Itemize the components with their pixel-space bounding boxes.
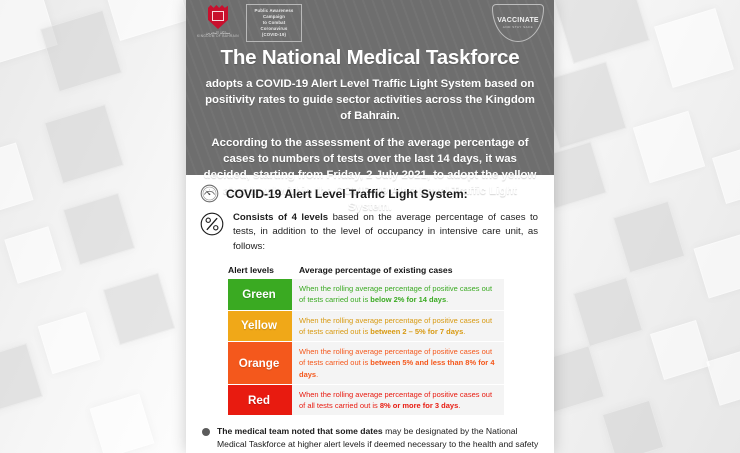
alert-level-description-orange: When the rolling average percentage of p… bbox=[290, 342, 504, 384]
bg-square bbox=[102, 272, 176, 346]
desc-before: When the rolling average percentage of p… bbox=[299, 315, 493, 336]
vaccinate-badge: VACCINATE AND STAY SAFE bbox=[492, 4, 544, 42]
poster-card: مملكة البحرين KINGDOM OF BAHRAIN Public … bbox=[186, 0, 554, 453]
campaign-line-3: to Combat bbox=[262, 19, 286, 25]
bg-square bbox=[550, 0, 650, 64]
vaccinate-subtitle: AND STAY SAFE bbox=[502, 25, 534, 29]
alert-level-badge-red: Red bbox=[228, 384, 290, 416]
alert-level-description-yellow: When the rolling average percentage of p… bbox=[290, 310, 504, 342]
intro-text: Consists of 4 levels based on the averag… bbox=[233, 211, 538, 254]
table-row: Orange When the rolling average percenta… bbox=[228, 342, 504, 384]
bg-square bbox=[44, 104, 124, 184]
poster-body: COVID-19 Alert Level Traffic Light Syste… bbox=[186, 175, 554, 453]
bg-square bbox=[612, 200, 686, 274]
page-title: The National Medical Taskforce bbox=[220, 46, 520, 69]
desc-bold: between 2 – 5% for 7 days bbox=[370, 326, 464, 336]
vaccinate-title: VACCINATE bbox=[497, 17, 539, 24]
bg-square bbox=[62, 192, 136, 266]
footer-note-text: The medical team noted that some dates m… bbox=[217, 425, 540, 453]
column-header-description: Average percentage of existing cases bbox=[299, 265, 453, 276]
hero-logo-bar: مملكة البحرين KINGDOM OF BAHRAIN Public … bbox=[196, 4, 544, 44]
desc-before: When the rolling average percentage of p… bbox=[299, 389, 493, 411]
desc-bold: below 2% for 14 days bbox=[370, 295, 447, 305]
page-subtitle: adopts a COVID-19 Alert Level Traffic Li… bbox=[205, 78, 535, 123]
footer-note: The medical team noted that some dates m… bbox=[202, 425, 540, 453]
bg-square bbox=[601, 399, 665, 453]
bahrain-emblem: مملكة البحرين KINGDOM OF BAHRAIN bbox=[196, 4, 240, 39]
intro-rest: based on the average percentage of cases… bbox=[233, 212, 538, 252]
desc-before: When the rolling average percentage of p… bbox=[299, 347, 493, 368]
gauge-icon bbox=[200, 184, 219, 203]
campaign-line-2: Campaign bbox=[263, 13, 285, 19]
bg-square bbox=[4, 226, 62, 284]
page-paragraph: According to the assessment of the avera… bbox=[203, 136, 537, 214]
table-header-row: Alert levels Average percentage of exist… bbox=[228, 265, 504, 279]
alert-level-badge-yellow: Yellow bbox=[228, 310, 290, 342]
alert-level-description-green: When the rolling average percentage of p… bbox=[290, 279, 504, 310]
campaign-box: Public Awareness Campaign to Combat Coro… bbox=[246, 4, 302, 42]
bahrain-coat-of-arms-icon bbox=[208, 5, 228, 29]
bg-square bbox=[0, 343, 43, 413]
campaign-line-5: (COVID-19) bbox=[261, 31, 287, 37]
campaign-line-1: Public Awareness bbox=[254, 8, 294, 13]
alert-levels-table: Alert levels Average percentage of exist… bbox=[228, 265, 504, 416]
campaign-line-4: Coronavirus bbox=[260, 25, 288, 31]
bg-square bbox=[37, 311, 101, 375]
desc-after: . bbox=[446, 295, 449, 305]
poster-hero: مملكة البحرين KINGDOM OF BAHRAIN Public … bbox=[186, 0, 554, 213]
alert-level-description-red: When the rolling average percentage of p… bbox=[290, 384, 504, 416]
table-row: Green When the rolling average percentag… bbox=[228, 279, 504, 310]
bg-square bbox=[0, 142, 34, 218]
desc-before: When the rolling average percentage of p… bbox=[299, 284, 493, 305]
bullet-icon bbox=[202, 428, 210, 437]
bg-square bbox=[99, 0, 189, 41]
section-title: COVID-19 Alert Level Traffic Light Syste… bbox=[226, 186, 468, 201]
intro-block: Consists of 4 levels based on the averag… bbox=[198, 209, 542, 254]
intro-bold: Consists of 4 levels bbox=[233, 212, 329, 223]
footer-note-bold: The medical team noted that some dates bbox=[217, 426, 383, 437]
table-row: Red When the rolling average percentage … bbox=[228, 384, 504, 416]
desc-bold: between 5% and less than 8% for 4 days bbox=[299, 358, 495, 379]
desc-after: . bbox=[458, 401, 461, 411]
bg-square bbox=[693, 233, 740, 299]
desc-bold: 8% or more for 3 days bbox=[379, 401, 459, 411]
desc-after: . bbox=[316, 369, 319, 379]
bg-square bbox=[573, 277, 643, 347]
column-header-levels: Alert levels bbox=[228, 265, 274, 276]
emblem-arabic-label: مملكة البحرين bbox=[205, 30, 231, 35]
bg-square bbox=[706, 348, 740, 406]
bg-square bbox=[89, 393, 155, 453]
emblem-english-label: KINGDOM OF BAHRAIN bbox=[197, 34, 239, 39]
bg-square bbox=[632, 110, 706, 184]
desc-after: . bbox=[463, 326, 466, 336]
bg-square bbox=[654, 8, 734, 88]
alert-level-badge-orange: Orange bbox=[228, 342, 290, 384]
bg-square bbox=[712, 144, 740, 204]
percent-circle-icon bbox=[200, 212, 224, 236]
bg-square bbox=[650, 320, 710, 380]
alert-level-badge-green: Green bbox=[228, 279, 290, 310]
table-row: Yellow When the rolling average percenta… bbox=[228, 310, 504, 342]
brand-left-group: مملكة البحرين KINGDOM OF BAHRAIN Public … bbox=[196, 4, 302, 42]
section-header: COVID-19 Alert Level Traffic Light Syste… bbox=[198, 175, 542, 209]
bg-square bbox=[39, 9, 123, 93]
